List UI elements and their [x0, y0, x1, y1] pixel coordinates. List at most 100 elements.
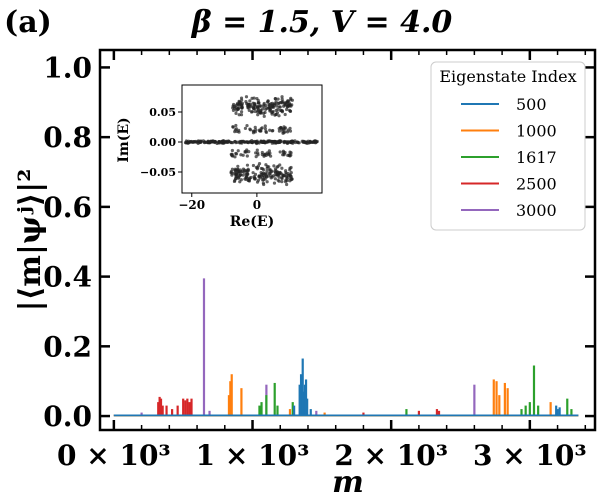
- inset-point: [237, 113, 241, 117]
- inset-point: [244, 95, 249, 99]
- inset-point: [267, 102, 271, 107]
- inset-point: [277, 114, 281, 118]
- y-tick-label: 0.2: [43, 330, 92, 363]
- inset-point: [238, 180, 242, 184]
- inset-point: [289, 174, 293, 179]
- inset-point: [258, 129, 263, 133]
- inset-point: [307, 140, 312, 144]
- inset-point: [277, 127, 281, 131]
- inset-point: [245, 175, 249, 179]
- inset-point: [264, 153, 268, 158]
- inset-point: [280, 127, 284, 131]
- plot-frame: [98, 48, 597, 432]
- inset-point: [280, 100, 284, 104]
- inset-point: [230, 167, 235, 171]
- inset-point: [265, 166, 269, 171]
- inset-point: [244, 177, 248, 181]
- inset-point: [270, 129, 274, 133]
- inset-point: [285, 107, 289, 112]
- inset-point: [244, 150, 249, 154]
- inset-point: [270, 112, 274, 116]
- inset-point: [285, 130, 290, 134]
- inset-point: [241, 173, 245, 177]
- inset-point: [244, 169, 248, 173]
- y-tick-label: 0.4: [43, 261, 92, 294]
- inset-point: [284, 169, 288, 173]
- inset-point: [277, 171, 281, 175]
- inset-point: [287, 108, 292, 112]
- inset-point: [304, 141, 308, 145]
- inset-ticks: −20 0 0.05 0.00 −0.05: [140, 106, 261, 212]
- legend-label: 500: [516, 95, 547, 114]
- inset-point: [276, 178, 280, 182]
- inset-point: [252, 96, 256, 100]
- inset-point: [248, 102, 252, 106]
- inset-point: [244, 140, 248, 144]
- inset-point: [233, 139, 237, 144]
- inset-point: [231, 106, 235, 110]
- inset-point: [281, 150, 286, 154]
- inset-point: [274, 112, 278, 117]
- series-group: [113, 278, 579, 417]
- inset-point: [278, 105, 282, 109]
- legend-label: 3000: [516, 201, 557, 220]
- inset-point: [260, 150, 264, 155]
- inset-point: [248, 99, 252, 103]
- inset-point: [293, 140, 297, 145]
- inset-point: [211, 140, 215, 144]
- legend-label: 2500: [516, 175, 557, 194]
- inset-point: [256, 153, 260, 157]
- inset-point: [272, 181, 277, 185]
- legend-box: [430, 61, 586, 231]
- inset-point: [234, 123, 238, 128]
- inset-point: [280, 109, 284, 113]
- inset-point: [227, 139, 231, 144]
- inset-point: [272, 102, 277, 106]
- inset-point: [255, 166, 260, 170]
- inset-point: [255, 148, 259, 152]
- inset-point: [268, 128, 272, 132]
- inset-point: [251, 163, 256, 168]
- inset-point: [247, 108, 251, 113]
- inset-point: [261, 171, 266, 175]
- inset-point: [239, 113, 244, 117]
- inset-point: [283, 112, 287, 117]
- inset-point: [239, 96, 244, 100]
- legend-label: 1000: [516, 122, 557, 141]
- inset-point: [262, 114, 266, 118]
- inset-point: [255, 141, 259, 146]
- inset-point: [288, 129, 293, 133]
- inset-point: [268, 151, 272, 155]
- inset-point: [234, 152, 239, 156]
- y-tick-label: 0.6: [43, 191, 92, 224]
- legend-label: 1617: [516, 148, 557, 167]
- inset-x-tick-label: 0: [253, 198, 261, 212]
- inset-point: [236, 164, 240, 168]
- inset-y-tick-label: −0.05: [140, 166, 176, 179]
- inset-point: [278, 150, 282, 154]
- inset-point: [280, 95, 284, 99]
- inset-point: [246, 105, 251, 109]
- legend-entries: 500 1000 1617 2500 3000: [461, 95, 557, 220]
- inset-point: [261, 174, 265, 178]
- inset-point: [223, 140, 227, 144]
- inset-point: [283, 101, 288, 105]
- inset-point: [276, 97, 280, 101]
- inset-point: [311, 140, 315, 144]
- legend-title: Eigenstate Index: [439, 67, 576, 86]
- inset-point: [268, 139, 273, 143]
- y-axis-label: |⟨m|ψʲ⟩|²: [13, 169, 48, 312]
- inset-point: [286, 171, 290, 176]
- inset-point: [232, 102, 236, 107]
- inset-point: [248, 176, 252, 180]
- inset-point: [272, 164, 276, 168]
- inset-point: [263, 127, 267, 131]
- inset-point: [265, 180, 269, 184]
- inset-plot: −20 0 0.05 0.00 −0.05 Re(E) Im(E): [116, 84, 323, 230]
- inset-point: [271, 104, 275, 108]
- inset-x-tick-label: −20: [178, 198, 205, 212]
- inset-point: [184, 139, 188, 143]
- inset-point: [261, 111, 266, 115]
- inset-point: [285, 105, 289, 109]
- x-tick-label: 1 × 10³: [196, 439, 310, 472]
